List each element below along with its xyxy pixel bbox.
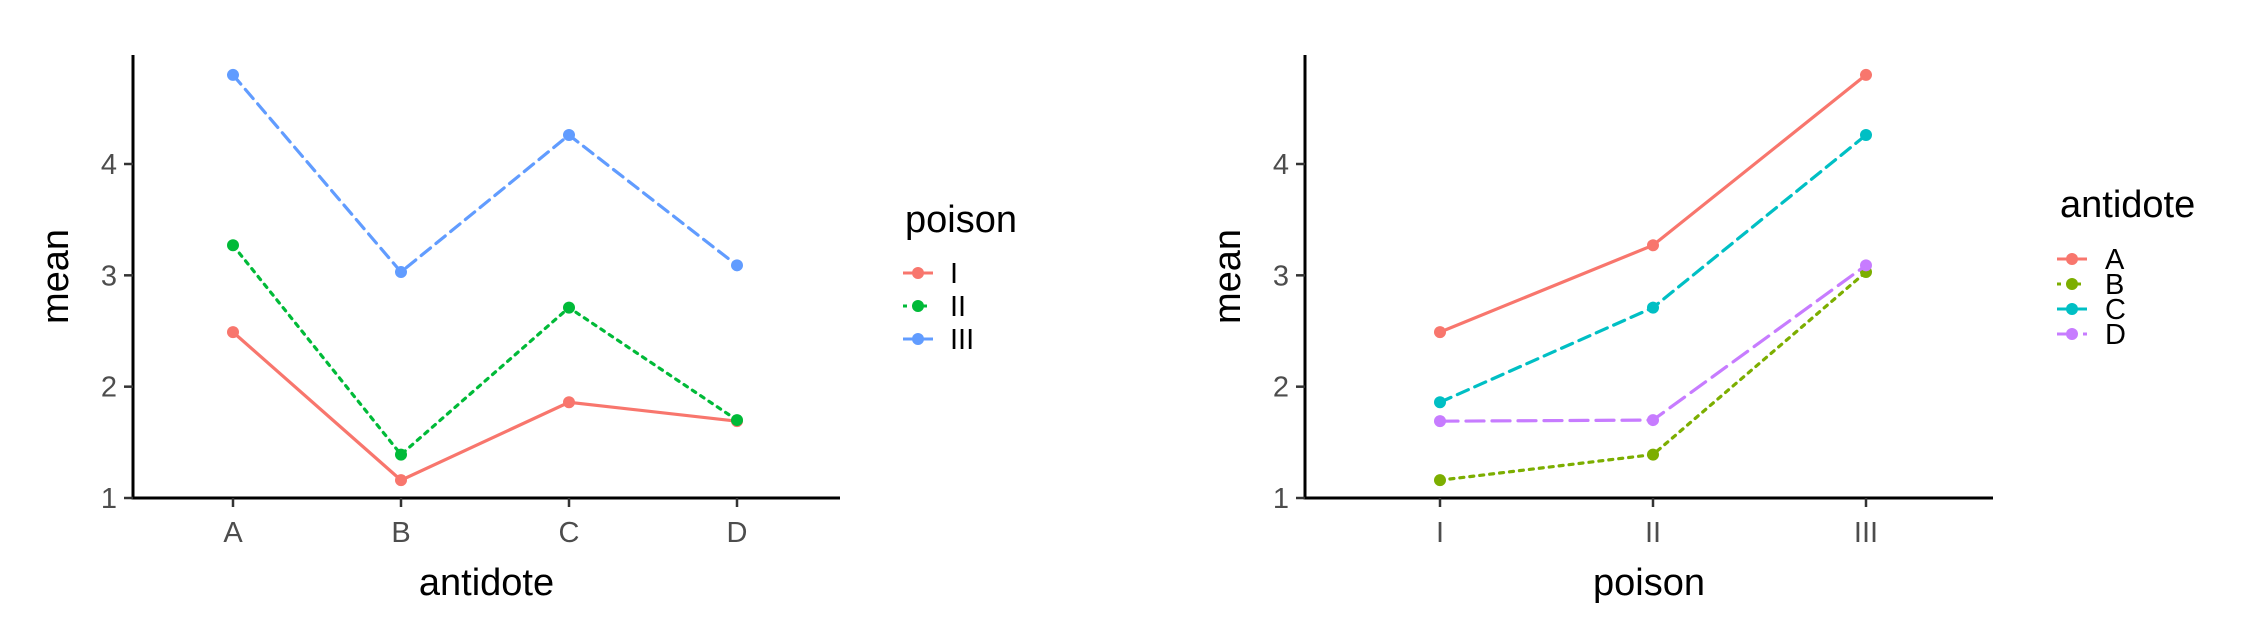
y-tick-label: 3 bbox=[1273, 260, 1289, 292]
legend-label-C: C bbox=[2105, 294, 2126, 326]
x-tick-label: D bbox=[727, 517, 748, 549]
data-point-D-II bbox=[1647, 414, 1659, 427]
series-line-A bbox=[1438, 73, 1868, 334]
data-point-C-I bbox=[1434, 396, 1446, 409]
legend-key-point bbox=[2066, 278, 2078, 290]
x-tick-label: A bbox=[223, 517, 243, 549]
y-tick-label: 2 bbox=[1273, 372, 1289, 404]
y-axis-title: mean bbox=[35, 229, 77, 324]
data-point-II-D bbox=[731, 414, 743, 427]
x-tick-label: II bbox=[1645, 517, 1661, 549]
series-line-III bbox=[231, 73, 739, 275]
legend-key-point bbox=[912, 267, 924, 279]
data-point-I-B bbox=[395, 474, 407, 487]
data-point-III-A bbox=[227, 68, 239, 81]
legend-label-I: I bbox=[950, 258, 958, 290]
y-tick-label: 3 bbox=[101, 260, 117, 292]
y-tick-label: 1 bbox=[1273, 483, 1289, 515]
legend-key-point bbox=[2066, 303, 2078, 315]
legend-label-III: III bbox=[950, 324, 974, 356]
legend-key bbox=[2057, 303, 2087, 315]
data-point-B-II bbox=[1647, 448, 1659, 461]
data-point-C-II bbox=[1647, 301, 1659, 314]
data-point-I-C bbox=[563, 396, 575, 409]
y-tick-label: 4 bbox=[101, 149, 117, 181]
data-point-III-D bbox=[731, 259, 743, 272]
series-line-C bbox=[1438, 133, 1868, 404]
legend-label-A: A bbox=[2105, 244, 2125, 276]
legend-key-point bbox=[2066, 253, 2078, 265]
series-line-D bbox=[1438, 263, 1868, 423]
data-point-A-I bbox=[1434, 326, 1446, 339]
series-line-II bbox=[231, 243, 739, 457]
y-tick-label: 2 bbox=[101, 372, 117, 404]
legend-title: poison bbox=[905, 199, 1017, 241]
data-point-II-A bbox=[227, 239, 239, 252]
legend-key bbox=[2057, 278, 2087, 290]
legend-label-D: D bbox=[2105, 319, 2126, 351]
legend-key-point bbox=[912, 300, 924, 312]
data-point-III-B bbox=[395, 265, 407, 278]
legend-label-II: II bbox=[950, 291, 966, 323]
data-point-A-II bbox=[1647, 239, 1659, 252]
x-tick-label: B bbox=[391, 517, 410, 549]
x-tick-label: C bbox=[559, 517, 580, 549]
x-tick-label: I bbox=[1436, 517, 1444, 549]
x-axis-title: poison bbox=[1593, 562, 1705, 604]
series-line-I bbox=[231, 330, 739, 483]
legend-title: antidote bbox=[2060, 184, 2195, 226]
x-tick-label: III bbox=[1854, 517, 1878, 549]
legend-key bbox=[903, 267, 933, 279]
legend-key bbox=[2057, 253, 2087, 265]
data-point-I-A bbox=[227, 326, 239, 339]
legend-key bbox=[2057, 328, 2087, 340]
legend-key bbox=[903, 300, 933, 312]
data-point-II-B bbox=[395, 448, 407, 461]
legend-key-point bbox=[912, 333, 924, 345]
data-point-III-C bbox=[563, 129, 575, 142]
y-axis-title: mean bbox=[1207, 229, 1249, 324]
data-point-A-III bbox=[1860, 68, 1872, 81]
data-point-D-III bbox=[1860, 259, 1872, 272]
legend-key bbox=[903, 333, 933, 345]
legend-key-point bbox=[2066, 328, 2078, 340]
x-axis-title: antidote bbox=[419, 562, 554, 604]
y-tick-label: 1 bbox=[101, 483, 117, 515]
legend-label-B: B bbox=[2105, 269, 2124, 301]
data-point-II-C bbox=[563, 301, 575, 314]
data-point-B-I bbox=[1434, 474, 1446, 487]
data-point-C-III bbox=[1860, 129, 1872, 142]
y-tick-label: 4 bbox=[1273, 149, 1289, 181]
data-point-D-I bbox=[1434, 415, 1446, 428]
